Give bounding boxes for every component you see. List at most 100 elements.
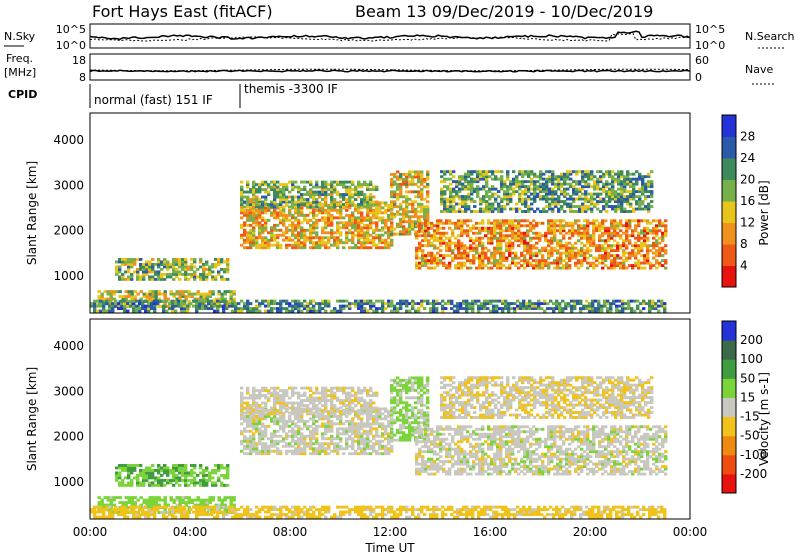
power-cell <box>384 302 388 306</box>
power-cell <box>515 202 519 206</box>
power-cell <box>592 236 596 240</box>
power-cell <box>426 182 430 186</box>
power-cell <box>228 299 232 303</box>
power-cell <box>154 277 158 281</box>
power-cell <box>595 256 599 260</box>
velocity-cell <box>154 469 158 472</box>
power-cell <box>491 195 495 199</box>
power-cell <box>318 246 322 250</box>
power-cell <box>420 187 424 191</box>
power-cell <box>547 251 551 255</box>
noise-tick-bottom: 10^0 <box>56 39 86 52</box>
power-cell <box>544 246 548 250</box>
power-cell <box>570 304 574 308</box>
velocity-cell <box>255 447 259 451</box>
power-cell <box>491 202 495 206</box>
power-cell <box>124 295 128 299</box>
velocity-cell <box>118 496 122 500</box>
power-cell <box>285 236 289 240</box>
power-cell <box>243 223 247 227</box>
power-cell <box>255 205 259 209</box>
power-cell <box>610 244 614 248</box>
velocity-cell <box>169 496 173 500</box>
power-cell <box>641 200 645 203</box>
velocity-cell <box>145 498 149 502</box>
power-cell <box>258 243 262 247</box>
power-cell <box>387 203 391 207</box>
power-cell <box>276 188 280 192</box>
power-cell <box>136 277 140 281</box>
power-cell <box>547 261 551 265</box>
power-cell <box>309 193 313 196</box>
power-cell <box>455 195 459 199</box>
power-cell <box>423 212 427 216</box>
power-cell <box>455 185 459 189</box>
power-cell <box>429 307 433 311</box>
power-cell <box>240 307 244 311</box>
velocity-cell <box>205 498 209 502</box>
velocity-cell <box>264 414 268 418</box>
power-cell <box>357 228 361 232</box>
power-cell <box>273 307 277 311</box>
power-cell <box>646 246 650 250</box>
velocity-cell <box>261 449 265 453</box>
power-cell <box>554 205 558 208</box>
power-cell <box>456 304 460 308</box>
power-cell <box>604 239 608 243</box>
power-cell <box>432 304 436 308</box>
power-cell <box>123 309 127 313</box>
power-cell <box>282 205 286 209</box>
power-cell <box>267 203 271 206</box>
power-cell <box>644 182 648 186</box>
power-cell <box>433 229 437 233</box>
power-cell <box>381 228 385 232</box>
power-cell <box>261 243 265 247</box>
power-cell <box>553 246 557 250</box>
power-cell <box>205 277 209 281</box>
power-cell <box>559 229 563 233</box>
power-cell <box>321 208 325 212</box>
power-cell <box>192 299 196 303</box>
power-cell <box>390 241 394 245</box>
power-cell <box>658 254 662 258</box>
power-cell <box>138 299 142 303</box>
power-cell <box>537 307 541 311</box>
power-cell <box>138 302 142 306</box>
power-cell <box>297 243 301 247</box>
velocity-cell <box>294 414 298 418</box>
power-cell <box>390 212 394 216</box>
power-cell <box>485 182 489 186</box>
power-cell <box>330 183 334 187</box>
power-cell <box>664 266 668 270</box>
power-cell <box>458 202 462 206</box>
power-cell <box>133 258 137 261</box>
power-cell <box>435 309 439 313</box>
velocity-cell <box>136 498 140 502</box>
power-cell <box>634 224 638 228</box>
power-cell <box>519 304 523 308</box>
power-cell <box>534 304 538 308</box>
power-cell <box>640 254 644 258</box>
velocity-cell <box>208 501 212 505</box>
power-cell <box>518 192 522 196</box>
power-cell <box>369 193 373 196</box>
power-cell <box>127 290 131 294</box>
power-cell <box>467 207 471 211</box>
power-cell <box>115 272 119 276</box>
velocity-cell <box>270 442 274 446</box>
power-cell <box>445 246 449 250</box>
power-cell <box>424 234 428 238</box>
power-cell <box>584 205 588 208</box>
power-cell <box>455 182 459 186</box>
power-cell <box>384 211 388 215</box>
power-cell <box>497 195 501 199</box>
power-cell <box>145 263 149 266</box>
power-cell <box>336 223 340 227</box>
power-cell <box>521 182 525 186</box>
power-cell <box>276 233 280 237</box>
power-cell <box>303 180 307 184</box>
power-cell <box>629 205 633 208</box>
power-cell <box>255 309 259 313</box>
power-cell <box>105 309 109 313</box>
power-cell <box>585 307 589 311</box>
